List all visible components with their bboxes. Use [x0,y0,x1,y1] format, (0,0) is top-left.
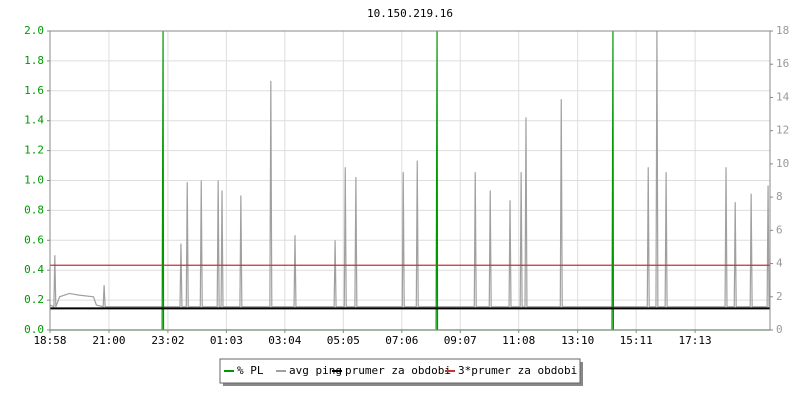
legend-label: % PL [237,364,264,377]
legend-label: avg ping [289,364,342,377]
grid [49,30,770,331]
series-line [50,30,770,331]
y2-tick-label: 4 [776,257,783,270]
y2-tick-label: 12 [776,124,789,137]
x-tick-label: 18:58 [33,334,66,347]
y-tick-label: 0.6 [24,233,44,246]
y-tick-label: 1.8 [24,54,44,67]
y-tick-label: 0.0 [24,323,44,336]
x-tick-label: 03:04 [268,334,301,347]
y-tick-label: 1.2 [24,144,44,157]
y2-tick-label: 14 [776,90,790,103]
x-tick-label: 23:02 [151,334,184,347]
x-tick-label: 07:06 [385,334,418,347]
y2-tick-label: 16 [776,57,789,70]
x-tick-label: 13:10 [561,334,594,347]
y-tick-label: 1.0 [24,174,44,187]
y2-tick-label: 18 [776,24,789,37]
x-tick-label: 17:13 [679,334,712,347]
legend-items: % PL avg ping prumer za obdobi 3*prumer za … [224,364,577,377]
y-tick-label: 0.4 [24,263,44,276]
x-tick-label: 15:11 [620,334,653,347]
y-tick-label: 2.0 [24,24,44,37]
legend-label: prumer za obdobi [345,364,451,377]
y2-tick-label: 2 [776,290,783,303]
legend-label: 3*prumer za obdobi [458,364,577,377]
x-tick-label: 11:08 [502,334,535,347]
y-tick-label: 0.2 [24,293,44,306]
chart-title: 10.150.219.16 [367,7,453,20]
y2-tick-label: 10 [776,157,789,170]
y2-tick-label: 0 [776,323,783,336]
plot [49,30,771,331]
x-tick-label: 21:00 [92,334,125,347]
y-tick-label: 1.6 [24,84,44,97]
y-tick-label: 0.8 [24,203,44,216]
y2-tick-label: 8 [776,190,783,203]
x-tick-label: 09:07 [444,334,477,347]
x-tick-label: 05:05 [327,334,360,347]
y2-tick-label: 6 [776,223,783,236]
y-tick-label: 1.4 [24,114,44,127]
series-line [49,30,771,309]
x-tick-label: 01:03 [210,334,243,347]
